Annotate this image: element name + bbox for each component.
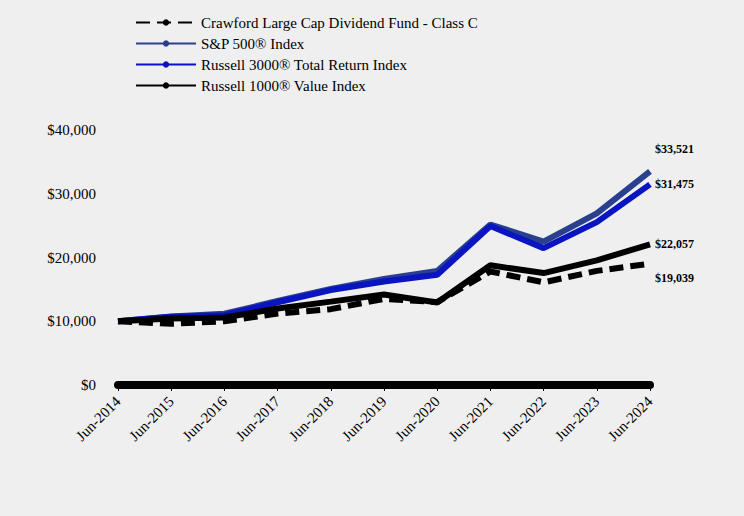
- svg-text:$40,000: $40,000: [47, 122, 96, 138]
- svg-text:$20,000: $20,000: [47, 250, 96, 266]
- svg-text:Russell 1000® Value Index: Russell 1000® Value Index: [201, 78, 366, 94]
- svg-text:$31,475: $31,475: [655, 177, 694, 191]
- svg-text:Jun-2015: Jun-2015: [126, 393, 177, 444]
- svg-text:$19,039: $19,039: [655, 271, 694, 285]
- svg-text:$10,000: $10,000: [47, 313, 96, 329]
- svg-text:Jun-2014: Jun-2014: [73, 393, 124, 444]
- svg-text:Jun-2016: Jun-2016: [179, 393, 230, 444]
- svg-text:Jun-2021: Jun-2021: [445, 393, 496, 444]
- svg-text:Jun-2024: Jun-2024: [605, 393, 656, 444]
- svg-text:Jun-2019: Jun-2019: [339, 393, 390, 444]
- svg-text:Jun-2018: Jun-2018: [286, 393, 337, 444]
- svg-text:S&P 500® Index: S&P 500® Index: [201, 36, 305, 52]
- svg-text:$0: $0: [81, 377, 96, 393]
- svg-text:Jun-2020: Jun-2020: [392, 393, 443, 444]
- svg-text:$33,521: $33,521: [655, 142, 694, 156]
- svg-text:Crawford Large Cap Dividend Fu: Crawford Large Cap Dividend Fund - Class…: [201, 15, 478, 31]
- svg-text:Jun-2023: Jun-2023: [552, 393, 603, 444]
- svg-text:$22,057: $22,057: [655, 237, 694, 251]
- svg-text:Jun-2017: Jun-2017: [232, 393, 283, 444]
- svg-text:Jun-2022: Jun-2022: [498, 393, 549, 444]
- svg-text:Russell 3000® Total Return Ind: Russell 3000® Total Return Index: [201, 57, 407, 73]
- svg-text:$30,000: $30,000: [47, 186, 96, 202]
